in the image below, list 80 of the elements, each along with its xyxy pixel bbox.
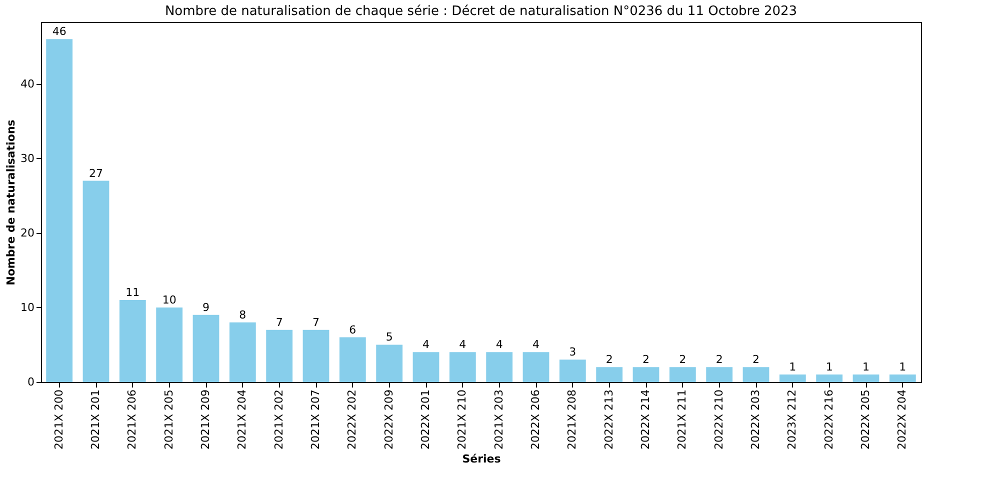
bar (376, 344, 403, 382)
chart-title: Nombre de naturalisation de chaque série : Décret de naturalisation N°0236 du 11 Octobre 2023 (164, 4, 798, 19)
bar (302, 330, 330, 382)
bar (229, 322, 256, 382)
data-label: 7 (312, 316, 320, 329)
x-tick-label: 2021X 204 (236, 390, 249, 450)
y-tick-label: 30 (20, 152, 34, 165)
data-label: 3 (569, 346, 576, 359)
data-label: 9 (202, 300, 210, 314)
data-label: 5 (386, 330, 393, 344)
bar (559, 360, 586, 382)
x-tick-label: 2021X 202 (272, 390, 286, 450)
data-label: 2 (679, 353, 686, 366)
data-label: 27 (89, 166, 103, 180)
x-tick-label: 2022X 210 (712, 390, 726, 450)
bar (779, 374, 806, 382)
data-label: 1 (826, 360, 833, 374)
x-axis-title: Séries (462, 452, 502, 466)
x-tick-label: 2022X 216 (822, 390, 836, 450)
bar (522, 352, 550, 382)
bar (632, 367, 660, 382)
data-label: 2 (606, 353, 613, 366)
x-tick-label: 2021X 208 (566, 390, 579, 450)
x-tick-label: 2022X 209 (382, 390, 396, 450)
x-tick-label: 2021X 200 (52, 390, 66, 450)
bar (449, 352, 476, 382)
bar (412, 352, 440, 382)
y-tick-label: 40 (20, 77, 34, 90)
data-label: 11 (126, 286, 140, 300)
x-tick-label: 2023X 212 (786, 390, 799, 450)
bar (852, 374, 880, 382)
y-tick-label: 20 (20, 226, 34, 240)
data-label: 46 (52, 25, 66, 38)
x-tick-label: 2022X 205 (859, 390, 872, 450)
x-tick-label: 2022X 206 (529, 390, 542, 450)
data-label: 1 (899, 360, 906, 374)
x-tick-label: 2021X 205 (162, 390, 176, 450)
bar (156, 307, 183, 382)
bar (669, 367, 696, 382)
data-label: 4 (532, 338, 540, 352)
bar (816, 374, 843, 382)
data-label: 8 (239, 308, 246, 322)
x-tick-label: 2021X 203 (492, 390, 506, 450)
y-tick-label: 0 (28, 376, 34, 388)
data-label: 2 (642, 353, 650, 366)
bar (596, 367, 623, 382)
x-tick-label: 2021X 201 (89, 390, 102, 450)
data-label: 6 (349, 323, 356, 336)
x-tick-label: 2021X 211 (676, 390, 689, 450)
data-label: 4 (459, 338, 466, 352)
bar (119, 300, 146, 382)
y-axis-title: Nombre de naturalisations (4, 119, 18, 286)
x-tick-label: 2022X 213 (602, 390, 616, 450)
data-label: 1 (862, 360, 870, 374)
x-tick-label: 2021X 206 (126, 390, 139, 450)
data-label: 10 (162, 293, 176, 306)
x-tick-label: 2022X 202 (346, 390, 359, 450)
data-label: 4 (422, 338, 430, 352)
x-tick-label: 2022X 201 (419, 390, 432, 450)
data-label: 7 (276, 316, 283, 329)
x-tick-label: 2021X 210 (456, 390, 469, 450)
x-tick-label: 2021X 209 (199, 390, 212, 450)
x-tick-label: 2021X 207 (309, 390, 322, 450)
bar (486, 352, 513, 382)
bar (339, 337, 366, 382)
bar (266, 330, 293, 382)
bar (46, 39, 73, 382)
y-tick-label: 10 (20, 300, 34, 314)
x-tick-label: 2022X 214 (639, 390, 652, 450)
data-label: 2 (716, 353, 723, 366)
bar (706, 367, 733, 382)
bar (192, 314, 220, 382)
data-label: 2 (752, 353, 760, 366)
bar (82, 180, 110, 382)
data-label: 1 (789, 360, 796, 374)
bar (742, 367, 770, 382)
bar (889, 374, 916, 382)
data-label: 4 (496, 338, 503, 352)
x-tick-label: 2022X 204 (896, 390, 909, 450)
x-tick-label: 2022X 203 (749, 390, 762, 450)
